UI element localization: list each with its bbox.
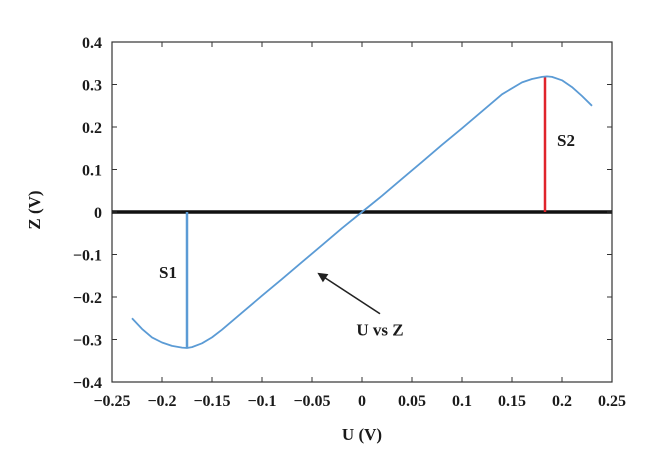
x-tick-label: 0.15 xyxy=(498,393,526,410)
x-tick-label: −0.05 xyxy=(293,393,330,410)
y-axis-title: Z (V) xyxy=(25,190,44,229)
x-tick-label: 0 xyxy=(358,393,366,410)
x-tick-label: −0.15 xyxy=(193,393,230,410)
y-tick-label: −0.1 xyxy=(73,248,102,265)
x-axis: −0.25 −0.2 −0.15 −0.1 −0.05 0 0.05 0.1 0.15 0.2 0.… xyxy=(93,42,626,410)
y-tick-label: 0.3 xyxy=(82,78,102,95)
x-tick-label: −0.1 xyxy=(247,393,276,410)
series-line-0 xyxy=(131,75,593,349)
y-tick-label: 0.2 xyxy=(82,120,102,137)
x-tick-label: −0.2 xyxy=(147,393,176,410)
y-tick-label: 0.1 xyxy=(82,163,102,180)
y-tick-label: 0.4 xyxy=(82,35,102,52)
plot-area: S1 S2 U vs Z xyxy=(111,41,613,383)
annotation-arrow xyxy=(317,272,381,315)
marker-label-s1: S1 xyxy=(159,263,177,282)
x-tick-label: 0.1 xyxy=(452,393,472,410)
y-tick-label: −0.2 xyxy=(73,290,102,307)
annotation-label: U vs Z xyxy=(356,320,403,339)
x-axis-title: U (V) xyxy=(342,425,382,444)
x-tick-label: 0.2 xyxy=(552,393,572,410)
y-axis: −0.4 −0.3 −0.2 −0.1 0 0.1 0.2 0.3 0.4 xyxy=(73,35,612,392)
y-tick-label: 0 xyxy=(94,205,102,222)
marker-label-s2: S2 xyxy=(557,131,575,150)
y-tick-label: −0.4 xyxy=(73,375,102,392)
y-tick-label: −0.3 xyxy=(73,333,102,350)
x-tick-label: −0.25 xyxy=(93,393,130,410)
x-tick-label: 0.25 xyxy=(598,393,626,410)
x-tick-label: 0.05 xyxy=(398,393,426,410)
